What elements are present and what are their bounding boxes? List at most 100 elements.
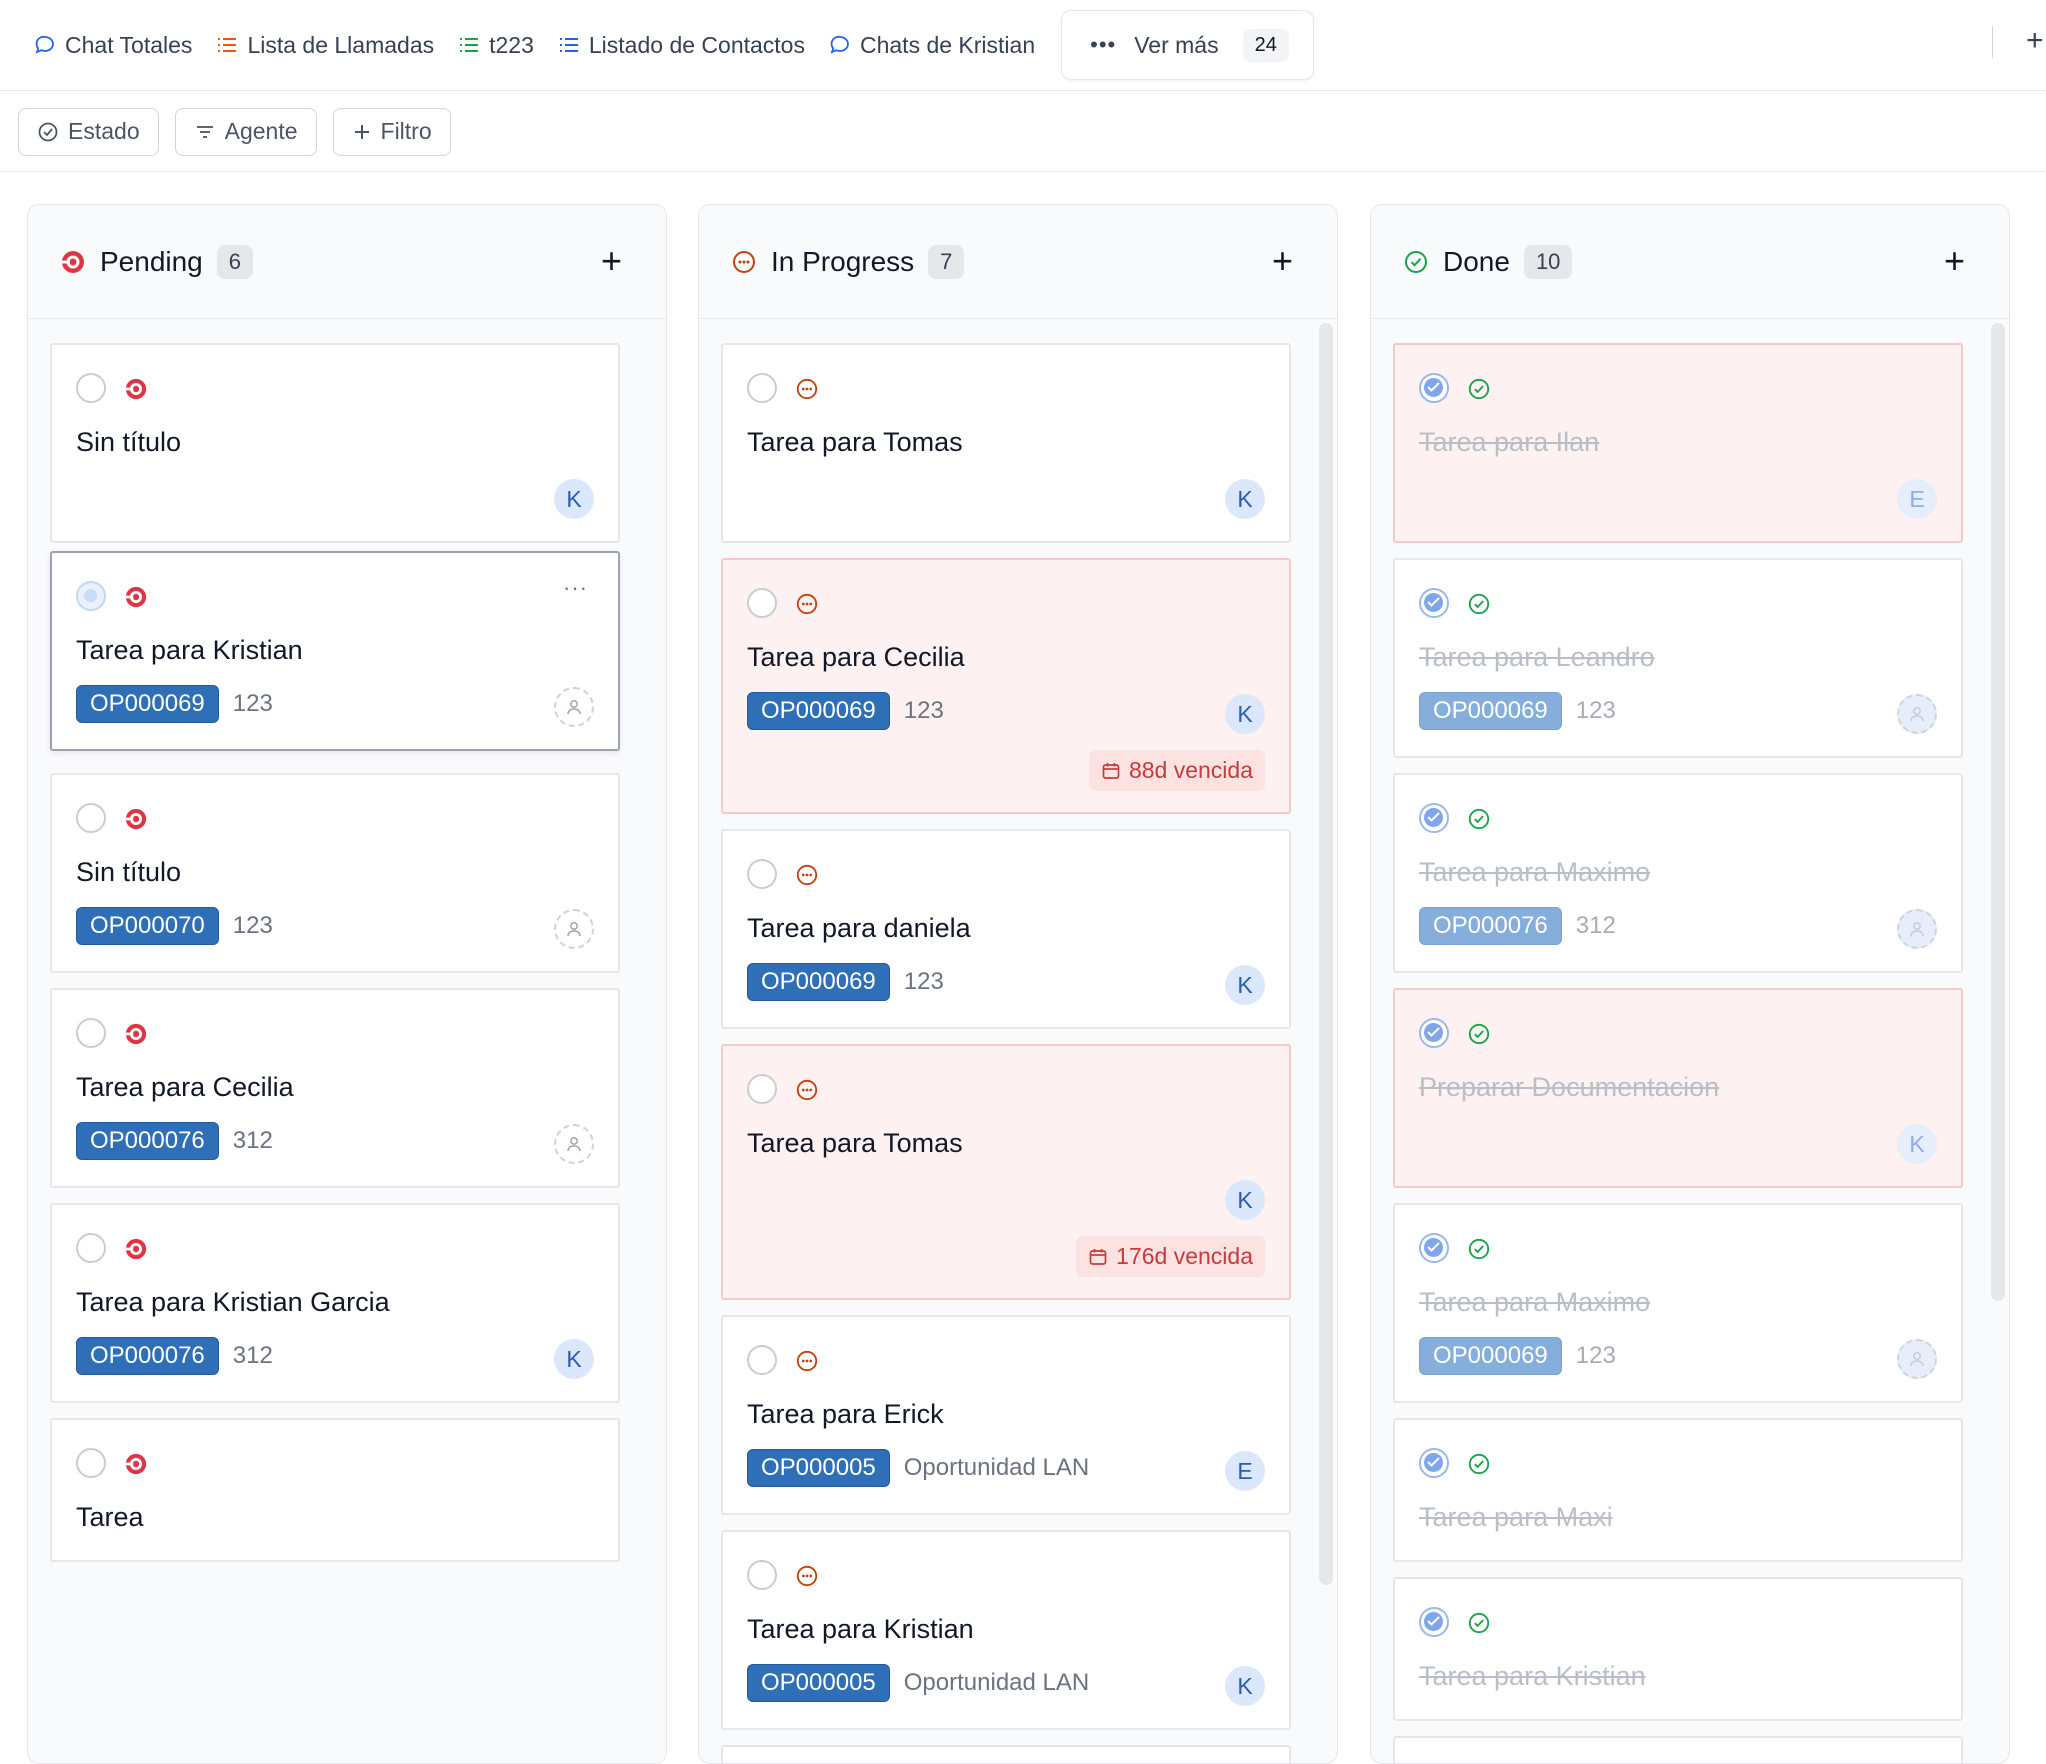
task-checkbox[interactable] <box>747 1074 777 1104</box>
opportunity-badge[interactable]: OP000069 <box>747 963 890 1001</box>
task-card[interactable] <box>1393 1736 1963 1763</box>
done-status-icon <box>1468 1238 1490 1260</box>
task-card[interactable]: Tarea <box>50 1418 620 1562</box>
task-checkbox[interactable] <box>76 1448 106 1478</box>
add-filter-button[interactable]: Filtro <box>332 107 451 156</box>
unassigned-user-icon[interactable] <box>1897 909 1937 949</box>
opportunity-badge[interactable]: OP000069 <box>76 685 219 723</box>
task-card[interactable]: Sin título OP000070 123 <box>50 773 620 973</box>
avatar[interactable]: K <box>1225 1666 1265 1706</box>
tab-t223[interactable]: t223 <box>458 32 534 59</box>
task-checkbox[interactable] <box>747 588 777 618</box>
avatar[interactable]: K <box>1225 965 1265 1005</box>
tab-label: t223 <box>489 31 534 58</box>
task-card[interactable]: Sin título K <box>50 343 620 543</box>
task-meta: OP000069 123 <box>747 692 944 730</box>
task-card[interactable]: Tarea para Cecilia OP000069 123 K 88d ve… <box>721 558 1291 814</box>
unassigned-user-icon[interactable] <box>554 909 594 949</box>
opportunity-badge[interactable]: OP000069 <box>747 692 890 730</box>
unassigned-user-icon[interactable] <box>1897 1339 1937 1379</box>
opportunity-badge[interactable]: OP000076 <box>76 1122 219 1160</box>
card-more-icon[interactable]: ··· <box>563 575 588 600</box>
task-checkbox[interactable] <box>747 859 777 889</box>
task-card[interactable]: Tarea para Tomas K <box>721 343 1291 543</box>
task-checkbox[interactable] <box>1419 1018 1449 1048</box>
task-title: Tarea para Ilan <box>1419 427 1600 457</box>
opportunity-badge[interactable]: OP000005 <box>747 1449 890 1487</box>
avatar[interactable]: K <box>1225 1180 1265 1220</box>
calendar-icon <box>1102 762 1120 779</box>
task-card[interactable]: Tarea para Tomas K 176d vencida <box>721 1044 1291 1300</box>
task-title: Tarea para Cecilia <box>747 642 965 672</box>
task-checkbox[interactable] <box>747 1345 777 1375</box>
task-card[interactable]: Preparar Documentacion K <box>1393 988 1963 1188</box>
task-checkbox[interactable] <box>76 581 106 611</box>
scrollbar[interactable] <box>1991 323 2005 1301</box>
column-pending: Pending 6 + Sin título K ··· Tarea para … <box>27 204 667 1764</box>
opportunity-badge[interactable]: OP000070 <box>76 907 219 945</box>
in-progress-status-icon <box>733 250 755 273</box>
estado-filter-button[interactable]: Estado <box>18 107 159 156</box>
task-card[interactable]: Tarea para Kristian Garcia OP000076 312 … <box>50 1203 620 1403</box>
task-card[interactable]: Tarea para daniela OP000069 123 K <box>721 829 1291 1029</box>
task-checkbox[interactable] <box>1419 803 1449 833</box>
avatar[interactable]: K <box>554 1339 594 1379</box>
avatar[interactable]: E <box>1897 479 1937 519</box>
tab-chats-de-kristian[interactable]: Chats de Kristian <box>829 32 1035 59</box>
task-checkbox[interactable] <box>76 373 106 403</box>
task-card[interactable]: Tarea para Kristian <box>1393 1577 1963 1721</box>
column-header: Pending 6 + <box>28 205 666 319</box>
task-card[interactable]: Tarea para Cecilia OP000076 312 <box>50 988 620 1188</box>
add-view-plus-icon[interactable]: + <box>2026 24 2044 57</box>
pending-status-icon <box>62 250 84 273</box>
task-checkbox[interactable] <box>1419 588 1449 618</box>
task-checkbox[interactable] <box>1419 373 1449 403</box>
task-checkbox[interactable] <box>1419 1233 1449 1263</box>
task-card[interactable]: Tarea para Ilan E <box>1393 343 1963 543</box>
opportunity-badge[interactable]: OP000069 <box>1419 692 1562 730</box>
add-task-button[interactable]: + <box>1943 240 1965 281</box>
add-task-button[interactable]: + <box>1271 240 1293 281</box>
tab-chat-totales[interactable]: Chat Totales <box>34 32 192 59</box>
task-card[interactable]: ··· Tarea para Kristian OP000069 123 <box>50 551 620 751</box>
opportunity-badge[interactable]: OP000076 <box>76 1337 219 1375</box>
unassigned-user-icon[interactable] <box>554 687 594 727</box>
avatar[interactable]: K <box>554 479 594 519</box>
opportunity-badge[interactable]: OP000005 <box>747 1664 890 1702</box>
opportunity-badge[interactable]: OP000076 <box>1419 907 1562 945</box>
in-progress-status-icon <box>796 593 818 615</box>
task-meta: OP000005 Oportunidad LAN <box>747 1664 1089 1702</box>
task-card[interactable] <box>721 1745 1291 1763</box>
avatar[interactable]: K <box>1897 1124 1937 1164</box>
task-checkbox[interactable] <box>76 803 106 833</box>
column-title: Pending <box>100 245 203 277</box>
agente-filter-button[interactable]: Agente <box>174 107 317 156</box>
tab-lista-de-llamadas[interactable]: Lista de Llamadas <box>216 32 434 59</box>
scrollbar[interactable] <box>1319 323 1333 1585</box>
task-meta: OP000076 312 <box>76 1337 273 1375</box>
task-checkbox[interactable] <box>747 1560 777 1590</box>
task-checkbox[interactable] <box>76 1233 106 1263</box>
task-checkbox[interactable] <box>747 373 777 403</box>
task-card[interactable]: Tarea para Maximo OP000069 123 <box>1393 1203 1963 1403</box>
ver-mas-button[interactable]: ••• Ver más 24 <box>1061 10 1314 80</box>
in-progress-status-icon <box>796 378 818 400</box>
opportunity-badge[interactable]: OP000069 <box>1419 1337 1562 1375</box>
ver-mas-label: Ver más <box>1134 31 1219 58</box>
done-status-icon <box>1468 1023 1490 1045</box>
task-checkbox[interactable] <box>76 1018 106 1048</box>
task-card[interactable]: Tarea para Leandro OP000069 123 <box>1393 558 1963 758</box>
unassigned-user-icon[interactable] <box>1897 694 1937 734</box>
add-task-button[interactable]: + <box>600 240 622 281</box>
task-checkbox[interactable] <box>1419 1448 1449 1478</box>
unassigned-user-icon[interactable] <box>554 1124 594 1164</box>
task-card[interactable]: Tarea para Maximo OP000076 312 <box>1393 773 1963 973</box>
avatar[interactable]: K <box>1225 479 1265 519</box>
avatar[interactable]: E <box>1225 1451 1265 1491</box>
tab-listado-de-contactos[interactable]: Listado de Contactos <box>558 32 805 59</box>
task-card[interactable]: Tarea para Kristian OP000005 Oportunidad… <box>721 1530 1291 1730</box>
task-card[interactable]: Tarea para Maxi <box>1393 1418 1963 1562</box>
task-checkbox[interactable] <box>1419 1607 1449 1637</box>
avatar[interactable]: K <box>1225 694 1265 734</box>
task-card[interactable]: Tarea para Erick OP000005 Oportunidad LA… <box>721 1315 1291 1515</box>
